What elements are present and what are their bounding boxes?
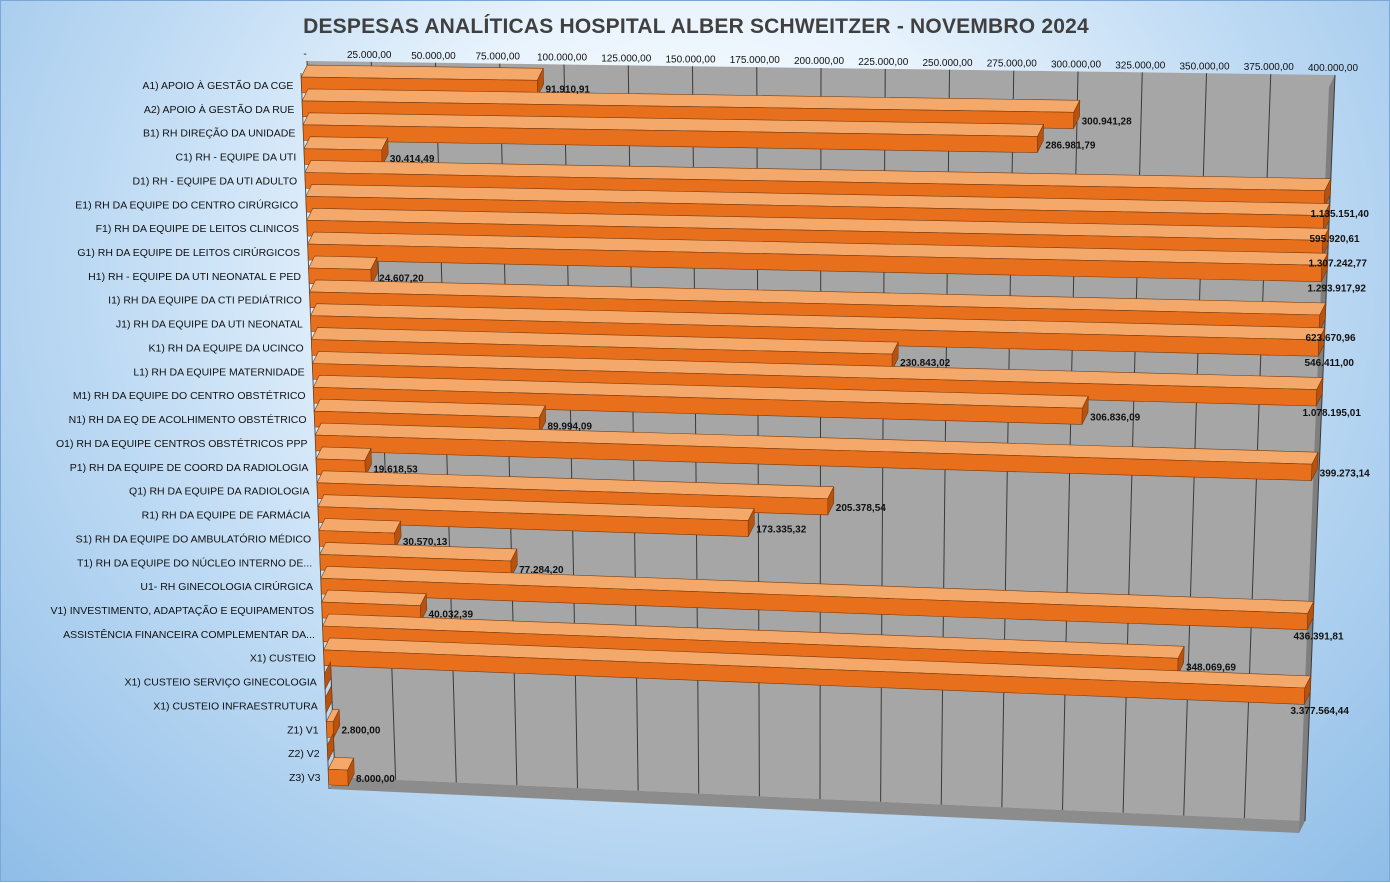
x-tick-label: 225.000,00 — [858, 57, 908, 68]
data-label: 306.836,09 — [1090, 412, 1140, 423]
data-label: 205.378,54 — [836, 503, 886, 514]
category-label: H1) RH - EQUIPE DA UTI NEONATAL E PED — [88, 271, 301, 283]
bar — [312, 374, 1089, 425]
x-tick-label: 350.000,00 — [1179, 61, 1229, 72]
category-label: F1) RH DA EQUIPE DE LEITOS CLINICOS — [96, 223, 299, 235]
category-label: L1) RH DA EQUIPE MATERNIDADE — [133, 366, 304, 378]
bar — [325, 685, 333, 714]
data-label: 1.293.917,92 — [1308, 284, 1367, 295]
category-label: V1) INVESTIMENTO, ADAPTAÇÃO E EQUIPAMENT… — [50, 604, 314, 617]
x-tick-label: 275.000,00 — [987, 59, 1037, 70]
bar — [307, 231, 1329, 283]
chart-title: DESPESAS ANALÍTICAS HOSPITAL ALBER SCHWE… — [303, 15, 1089, 38]
category-label: R1) RH DA EQUIPE DE FARMÁCIA — [142, 509, 311, 522]
data-label: 30.570,13 — [403, 537, 448, 548]
category-label: X1) CUSTEIO INFRAESTRUTURA — [153, 700, 318, 712]
x-tick-label: 150.000,00 — [665, 54, 715, 65]
bar — [317, 494, 755, 537]
data-label: 77.284,20 — [519, 565, 564, 576]
bar — [325, 709, 341, 738]
bar — [310, 303, 1326, 357]
bar — [327, 756, 355, 787]
category-label: U1- RH GINECOLOGIA CIRÚRGICA — [140, 580, 313, 593]
y-axis-line — [300, 72, 330, 790]
bar — [320, 565, 1315, 631]
category-label: B1) RH DIREÇÃO DA UNIDADE — [143, 127, 295, 140]
category-label: M1) RH DA EQUIPE DO CENTRO OBSTÉTRICO — [73, 389, 306, 402]
data-label: 595.920,61 — [1310, 234, 1360, 245]
category-label: T1) RH DA EQUIPE DO NÚCLEO INTERNO DE... — [77, 556, 312, 569]
x-tick-label: 375.000,00 — [1244, 62, 1294, 73]
data-label: 348.069,69 — [1186, 662, 1236, 673]
data-label: 230.843,02 — [900, 358, 950, 369]
category-label: C1) RH - EQUIPE DA UTI — [176, 152, 297, 164]
data-label: 1.307.242,77 — [1309, 259, 1368, 270]
x-tick-label: 325.000,00 — [1115, 60, 1165, 71]
data-label: 399.273,14 — [1320, 468, 1370, 479]
data-label: 1.135.151,40 — [1311, 209, 1370, 220]
category-label: A2) APOIO À GESTÃO DA RUE — [144, 103, 295, 116]
bar — [323, 637, 1312, 705]
gridline — [1304, 74, 1336, 822]
x-tick-label: 300.000,00 — [1051, 60, 1101, 71]
category-label: G1) RH DA EQUIPE DE LEITOS CIRÚRGICOS — [77, 246, 300, 259]
data-label: 546.411,00 — [1305, 358, 1355, 369]
x-tick-label: 175.000,00 — [730, 55, 780, 66]
data-label: 40.032,39 — [429, 610, 474, 621]
bar — [302, 112, 1045, 153]
category-label: Z2) V2 — [288, 748, 320, 760]
category-label: A1) APOIO À GESTÃO DA CGE — [142, 79, 293, 92]
data-label: 300.941,28 — [1082, 116, 1132, 127]
category-label: Q1) RH DA EQUIPE DA RADIOLOGIA — [129, 486, 309, 498]
data-label: 30.414,49 — [390, 154, 435, 165]
category-label: N1) RH DA EQ DE ACOLHIMENTO OBSTÉTRICO — [69, 413, 307, 426]
category-label: Z1) V1 — [287, 724, 319, 736]
data-label: 19.618,53 — [373, 464, 418, 475]
category-label: O1) RH DA EQUIPE CENTROS OBSTÉTRICOS PPP — [56, 437, 307, 450]
data-label: 2.800,00 — [341, 726, 380, 737]
category-label: X1) CUSTEIO — [250, 653, 316, 665]
category-label: X1) CUSTEIO SERVIÇO GINECOLOGIA — [124, 677, 316, 689]
x-tick-label: 75.000,00 — [476, 52, 521, 63]
data-label: 173.335,32 — [756, 525, 806, 536]
category-label: E1) RH DA EQUIPE DO CENTRO CIRÚRGICO — [75, 198, 298, 211]
data-label: 24.607,20 — [379, 273, 424, 284]
data-label: 286.981,79 — [1045, 141, 1095, 152]
floor-wall — [329, 777, 1305, 833]
bar — [324, 661, 332, 690]
bar — [326, 733, 335, 762]
data-label: 8.000,00 — [356, 774, 395, 785]
x-tick-label: 100.000,00 — [537, 53, 587, 64]
data-label: 623.670,96 — [1306, 333, 1356, 344]
x-tick-label: 400.000,00 — [1308, 63, 1358, 74]
category-label: P1) RH DA EQUIPE DE COORD DA RADIOLOGIA — [70, 462, 309, 474]
x-tick-label: 50.000,00 — [411, 51, 456, 62]
category-label: K1) RH DA EQUIPE DA UCINCO — [149, 342, 304, 354]
x-tick-label: 200.000,00 — [794, 56, 844, 67]
bar — [314, 422, 1319, 481]
category-label: I1) RH DA EQUIPE DA CTI PEDIÁTRICO — [108, 294, 302, 307]
x-tick-label: 250.000,00 — [922, 58, 972, 69]
x-tick-label: 25.000,00 — [347, 50, 392, 61]
category-label: Z3) V3 — [289, 772, 321, 784]
data-label: 91.910,91 — [545, 84, 590, 95]
category-label: D1) RH - EQUIPE DA UTI ADULTO — [132, 175, 297, 187]
data-label: 89.994,09 — [548, 421, 593, 432]
data-label: 436.391,81 — [1294, 632, 1344, 643]
data-label: 3.377.564,44 — [1291, 706, 1350, 717]
category-label: S1) RH DA EQUIPE DO AMBULATÓRIO MÉDICO — [76, 532, 312, 545]
x-tick-label: 125.000,00 — [601, 53, 651, 64]
category-label: ASSISTÊNCIA FINANCEIRA COMPLEMENTAR DA..… — [63, 628, 315, 641]
x-tick-label: - — [303, 49, 306, 60]
data-label: 1.078.195,01 — [1303, 408, 1362, 419]
category-label: J1) RH DA EQUIPE DA UTI NEONATAL — [116, 319, 303, 331]
